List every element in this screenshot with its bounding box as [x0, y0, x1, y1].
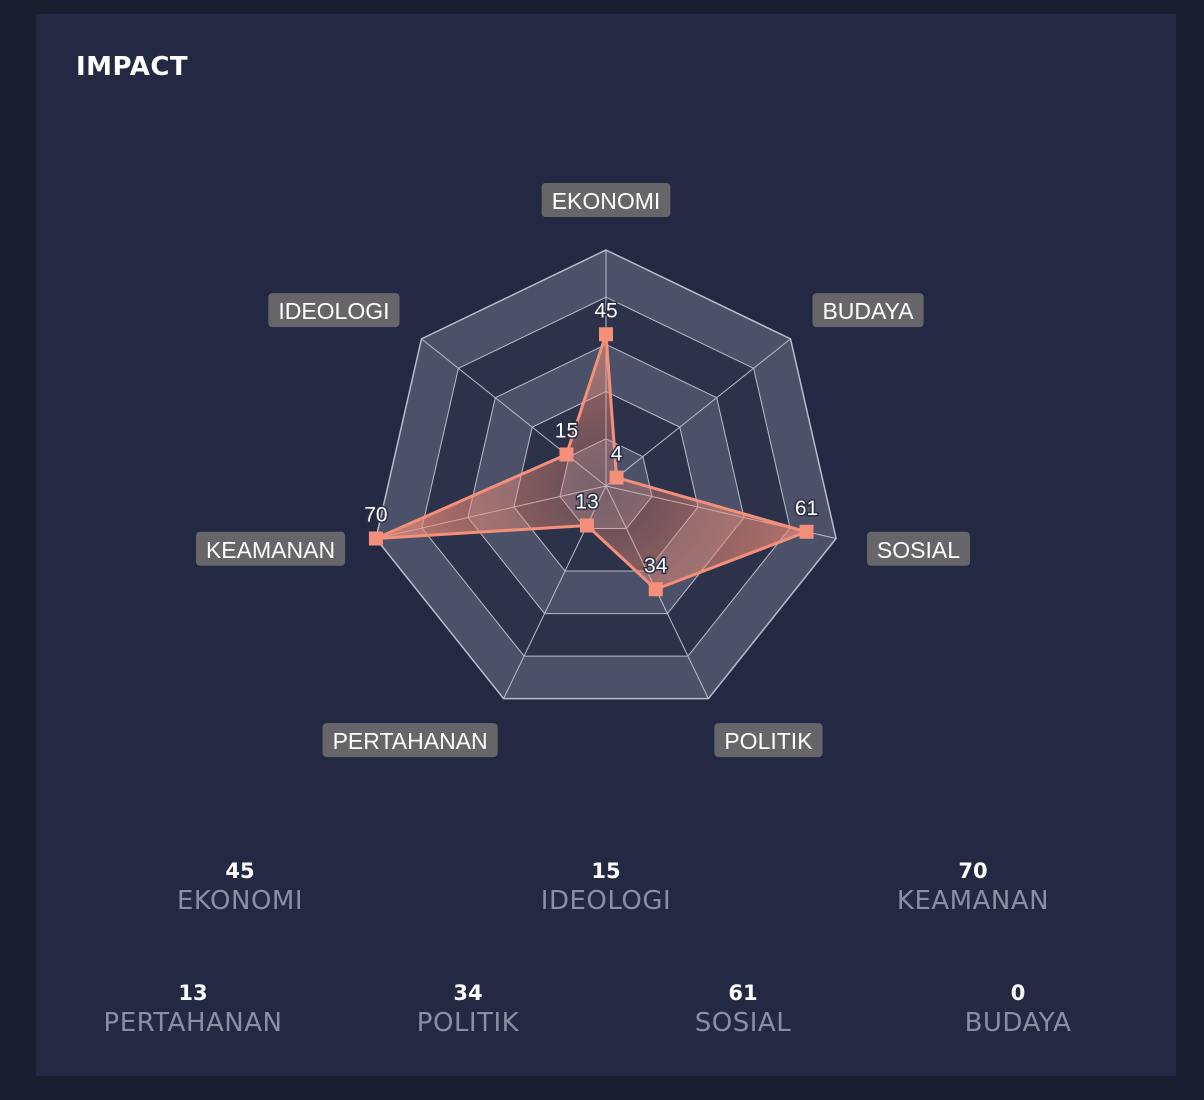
summary-value: 15: [591, 859, 621, 883]
summary-item: 13 PERTAHANAN: [43, 980, 343, 1040]
axis-label-text: PERTAHANAN: [333, 728, 488, 754]
axis-label: PERTAHANAN: [322, 723, 498, 758]
summary-value: 61: [728, 981, 758, 1005]
axis-label-text: EKONOMI: [552, 188, 661, 214]
axis-label-box: [866, 531, 971, 566]
summary-item: 45 EKONOMI: [90, 858, 390, 918]
series-area: [374, 332, 809, 591]
data-point: [609, 470, 624, 485]
data-label: 70: [364, 504, 387, 527]
summary-item: 15 IDEOLOGI: [456, 858, 756, 918]
data-point: [648, 582, 663, 597]
axis-label-text: BUDAYA: [822, 298, 914, 324]
axis-label-box: [812, 293, 924, 328]
summary-value: 0: [1010, 981, 1026, 1005]
summary-value: 70: [958, 859, 988, 883]
summary-value: 45: [225, 859, 255, 883]
axis-label-box: [541, 183, 671, 217]
impact-panel: IMPACT 45 4 61 34 13 70 15 EKONOMI BUDAYA SOSIAL P…: [36, 14, 1176, 1076]
summary-item: 70 KEAMANAN: [823, 858, 1123, 918]
axis-label: KEAMANAN: [195, 531, 346, 566]
summary-label: BUDAYA: [964, 1008, 1072, 1038]
axis-label-text: POLITIK: [724, 728, 813, 754]
data-label: 4: [611, 443, 623, 466]
data-point: [559, 447, 574, 462]
axis-label-box: [195, 531, 346, 566]
data-label: 61: [795, 497, 818, 520]
data-label: 15: [555, 419, 578, 442]
axis-label-box: [714, 723, 823, 758]
radar-spoke: [605, 338, 791, 487]
data-label: 13: [575, 490, 598, 513]
summary-label: POLITIK: [416, 1008, 520, 1038]
axis-label-text: SOSIAL: [877, 537, 960, 563]
summary-item: 0 BUDAYA: [868, 980, 1168, 1040]
data-point: [599, 327, 613, 342]
axis-label-box: [268, 293, 400, 328]
summary-item: 34 POLITIK: [318, 980, 618, 1040]
panel-title: IMPACT: [76, 52, 189, 82]
axis-label: BUDAYA: [812, 293, 924, 328]
summary-label: KEAMANAN: [896, 886, 1050, 916]
summary-label: SOSIAL: [694, 1008, 792, 1038]
axis-label-text: KEAMANAN: [206, 537, 335, 563]
data-point: [579, 518, 594, 533]
axis-label: IDEOLOGI: [268, 293, 400, 328]
data-point: [799, 524, 814, 539]
summary-label: EKONOMI: [176, 886, 304, 916]
axis-label: POLITIK: [714, 723, 823, 758]
summary-label: PERTAHANAN: [103, 1008, 283, 1038]
summary-label: IDEOLOGI: [540, 886, 672, 916]
summary-item: 61 SOSIAL: [593, 980, 893, 1040]
data-label: 45: [594, 299, 617, 322]
axis-label: EKONOMI: [541, 183, 671, 217]
axis-label: SOSIAL: [866, 531, 971, 566]
data-point: [368, 531, 383, 546]
summary-value: 34: [453, 981, 483, 1005]
data-label: 34: [644, 554, 668, 577]
axis-label-text: IDEOLOGI: [278, 298, 389, 324]
summary-value: 13: [178, 981, 208, 1005]
radar-chart: 45 4 61 34 13 70 15 EKONOMI BUDAYA SOSIAL POLITIK P…: [195, 183, 971, 758]
axis-label-box: [322, 723, 498, 758]
